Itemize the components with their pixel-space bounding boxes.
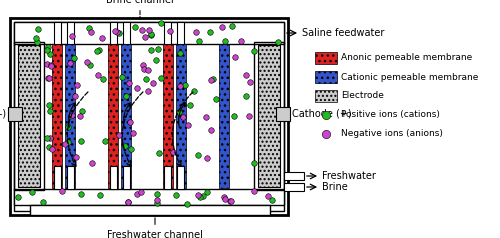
Bar (177, 22, 184, 44)
Bar (110, 22, 117, 44)
Bar (284, 172, 304, 180)
Text: Brine channel: Brine channel (106, 0, 174, 19)
Text: Anonic pemeable membrane: Anonic pemeable membrane (341, 54, 472, 63)
Text: Cationic pemeable membrane: Cationic pemeable membrane (341, 73, 478, 81)
Text: Electrode: Electrode (341, 91, 384, 100)
Text: Freshwater: Freshwater (322, 171, 376, 181)
Bar (219, 44, 229, 188)
Bar (108, 44, 118, 188)
Bar (163, 44, 173, 188)
Bar (121, 44, 131, 188)
Bar (110, 166, 117, 189)
Bar (54, 22, 61, 44)
Bar (10, 18, 288, 215)
Bar (8, 107, 22, 121)
Text: Saline feedwater: Saline feedwater (302, 28, 384, 38)
Bar (54, 166, 61, 189)
Bar (30, 205, 270, 215)
Bar (18, 45, 40, 187)
Bar (14, 189, 284, 205)
Bar (67, 22, 74, 44)
Bar (14, 42, 44, 190)
Bar (164, 22, 171, 44)
Bar (315, 90, 337, 102)
Bar (67, 166, 74, 189)
Bar (315, 71, 337, 83)
Bar (315, 52, 337, 64)
Text: Freshwater channel: Freshwater channel (107, 218, 203, 238)
Bar (284, 183, 304, 191)
Bar (176, 44, 186, 188)
Bar (276, 107, 290, 121)
Bar (65, 44, 75, 188)
Bar (123, 166, 130, 189)
Text: Negative ions (anions): Negative ions (anions) (341, 129, 443, 139)
Bar (177, 166, 184, 189)
Text: Anode (-): Anode (-) (0, 109, 6, 119)
Bar (52, 44, 62, 188)
Bar (14, 22, 284, 44)
Text: Brine: Brine (322, 182, 348, 192)
Text: Cathode (+): Cathode (+) (292, 109, 352, 119)
Text: Positive ions (cations): Positive ions (cations) (341, 110, 440, 119)
Bar (123, 22, 130, 44)
Bar (14, 22, 284, 211)
Bar (254, 42, 284, 190)
Bar (164, 166, 171, 189)
Bar (258, 45, 280, 187)
